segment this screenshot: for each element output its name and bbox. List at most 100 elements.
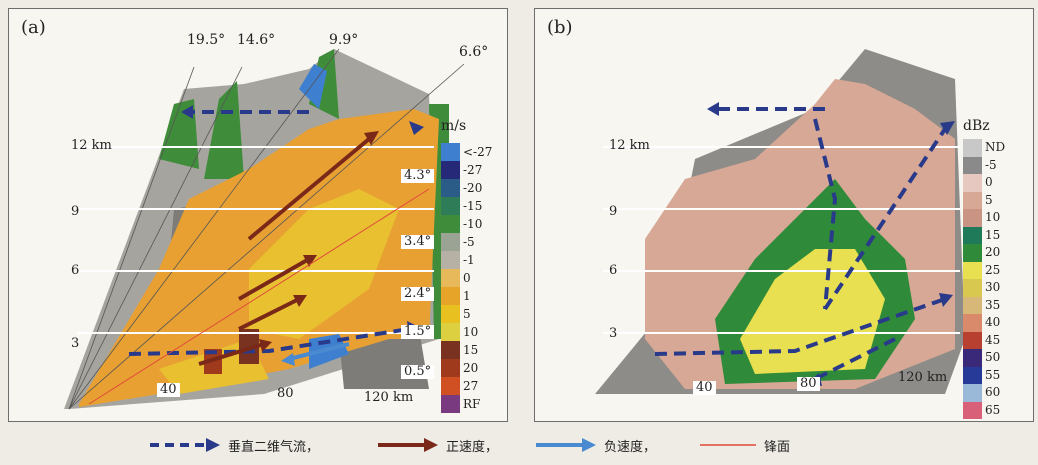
legend-item-front: 锋面 [700,434,790,456]
colorbar-swatch [441,305,460,323]
colorbar-tick-label: 0 [985,175,993,190]
angle-label: 19.5° [187,32,226,48]
colorbar-tick-label: -27 [463,162,483,177]
colorbar-tick-label: 30 [985,280,1001,295]
colorbar-swatch [963,384,982,402]
colorbar-tick-label: 0 [463,270,471,285]
colorbar-tick-label: 25 [985,262,1001,277]
angle-label: 6.6° [459,44,489,60]
colorbar-unit: dBz [963,118,990,134]
velocity-colorbar: m/s <-27 -27 -20 -15 -10 -5 -1 0 1 5 10 15 20 27 RF [441,118,507,421]
colorbar-tick-label: ND [985,140,1006,155]
legend-label: 垂直二维气流， [228,439,320,455]
colorbar-tick-label: 5 [985,192,993,207]
velocity-field [64,48,465,410]
legend-item-negative-velocity: 负速度， [536,434,656,456]
angle-label: 1.5° [401,325,435,339]
colorbar-tick-label: 55 [985,367,1001,382]
colorbar-tick-label: 45 [985,332,1001,347]
angle-label: 2.4° [401,287,435,301]
colorbar-swatch [441,233,460,251]
colorbar-swatch [441,197,460,215]
distance-label: 80 [797,377,820,391]
colorbar-swatch [963,296,982,314]
colorbar-tick-label: 35 [985,297,1001,312]
colorbar-swatch [441,251,460,269]
colorbar-swatch [963,314,982,332]
angle-label: 9.9° [329,32,359,48]
legend-item-positive-velocity: 正速度， [378,434,498,456]
colorbar-tick-label: 15 [985,227,1001,242]
colorbar-tick-label: -5 [985,157,997,172]
colorbar-swatch [963,401,982,419]
colorbar-swatch [963,174,982,192]
colorbar-swatch [963,331,982,349]
height-label: 6 [71,263,80,278]
colorbar-swatch [963,226,982,244]
height-label: 12 km [609,138,650,153]
colorbar-tick-label: -20 [463,180,483,195]
colorbar-tick-label: -5 [463,234,475,249]
colorbar-unit: m/s [441,118,467,134]
colorbar-swatch [441,359,460,377]
colorbar-tick-label: 60 [985,385,1001,400]
distance-label: 120 km [364,390,414,405]
colorbar-swatch [441,377,460,395]
legend-item-airflow: 垂直二维气流， [150,434,319,456]
blue-arrow-icon [536,438,596,452]
height-label: 6 [609,263,618,278]
figure-legend: 垂直二维气流， 正速度， 负速度， 锋面 [0,430,1038,460]
colorbar-tick-label: -15 [463,198,483,213]
colorbar-tick-label: -10 [463,216,483,231]
colorbar-swatch [963,279,982,297]
angle-label: 14.6° [237,32,276,48]
colorbar-swatch [441,269,460,287]
distance-label: 40 [693,381,716,395]
legend-label: 正速度， [446,439,499,455]
colorbar-swatch [963,244,982,262]
panel-b-label: (b) [547,17,573,38]
height-label: 9 [609,204,618,219]
colorbar-tick-label: 65 [985,402,1001,417]
height-label: 12 km [71,138,112,153]
colorbar-tick-label: 10 [463,324,479,339]
legend-label: 锋面 [764,439,791,455]
angle-label: 4.3° [401,169,435,183]
colorbar-swatch [441,215,460,233]
distance-label: 120 km [898,370,948,385]
reflectivity-colorbar: dBz ND -5 0 5 10 15 20 25 30 35 40 45 50 55 60 65 [963,119,1031,419]
colorbar-tick-label: -1 [463,252,475,267]
colorbar-swatch [963,366,982,384]
distance-label: 40 [157,383,180,397]
colorbar-swatch [963,191,982,209]
colorbar-swatch [441,143,460,161]
colorbar-swatch [963,349,982,367]
colorbar-tick-label: 10 [985,210,1001,225]
colorbar-swatch [441,341,460,359]
colorbar-tick-label: 40 [985,315,1001,330]
brown-arrow-icon [378,438,438,452]
colorbar-swatch [963,156,982,174]
colorbar-tick-label: <-27 [463,144,493,159]
height-label: 3 [609,326,618,341]
colorbar-tick-label: 27 [463,378,479,393]
dashed-arrow-icon [150,438,220,452]
panel-a-label: (a) [21,17,46,38]
colorbar-swatch [441,179,460,197]
colorbar-tick-label: 50 [985,350,1001,365]
colorbar-swatch [441,395,460,413]
colorbar-tick-label: 20 [463,360,479,375]
colorbar-swatch [963,209,982,227]
colorbar-swatch [441,323,460,341]
red-line-icon [700,444,756,446]
distance-label: 80 [277,386,294,401]
colorbar-tick-label: RF [463,396,481,411]
colorbar-tick-label: 15 [463,342,479,357]
colorbar-swatch [441,287,460,305]
colorbar-swatch [963,261,982,279]
colorbar-tick-label: 20 [985,245,1001,260]
angle-label: 3.4° [401,235,435,249]
colorbar-swatch [963,139,982,157]
legend-label: 负速度， [604,439,657,455]
colorbar-swatch [441,161,460,179]
